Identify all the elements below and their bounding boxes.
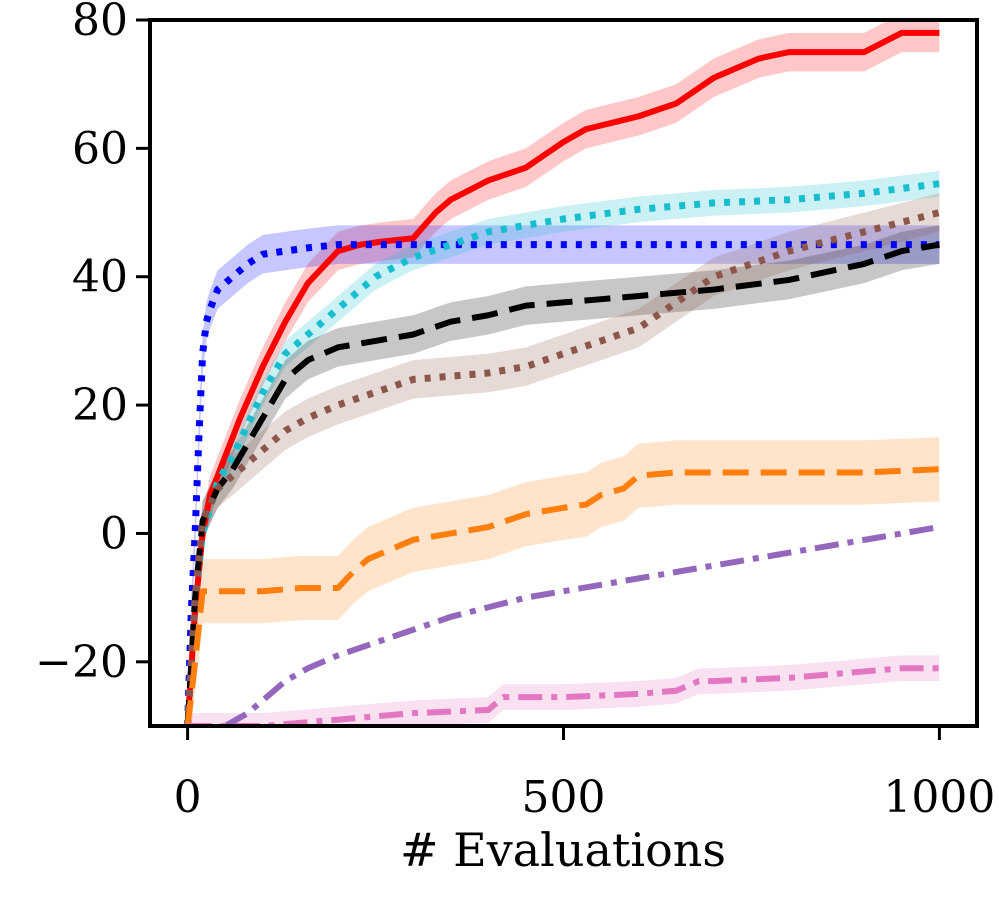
blue-dotted-line <box>184 241 940 726</box>
y-tick-label: 80 <box>72 0 128 46</box>
y-tick-label: 60 <box>72 123 128 174</box>
x-tick-label: 0 <box>174 772 202 823</box>
brown-dotted-line <box>184 209 941 726</box>
x-tick-label: 1000 <box>883 772 995 823</box>
red-solid-band <box>187 20 940 726</box>
x-tick-label: 500 <box>522 772 606 823</box>
y-tick-label: 20 <box>72 380 128 431</box>
pink-dashdot-line <box>187 665 940 726</box>
red-solid-line <box>184 29 940 726</box>
pink-dashdot-band <box>187 655 940 726</box>
series-lines <box>184 29 941 726</box>
black-dashed-band <box>187 225 940 726</box>
y-axis: −20 0 20 40 60 80 <box>35 0 150 688</box>
y-tick-label: 40 <box>72 252 128 303</box>
y-tick-label: −20 <box>35 637 128 688</box>
purple-dashdot-line <box>223 524 940 726</box>
x-axis-label: # Evaluations <box>400 823 726 877</box>
black-dashed-line <box>184 241 940 726</box>
x-axis: 0 500 1000 <box>174 726 995 823</box>
y-tick-label: 0 <box>100 508 128 559</box>
orange-dashed-line <box>184 466 940 726</box>
orange-dashed-band <box>187 437 940 726</box>
cyan-dotted-line <box>184 180 940 726</box>
